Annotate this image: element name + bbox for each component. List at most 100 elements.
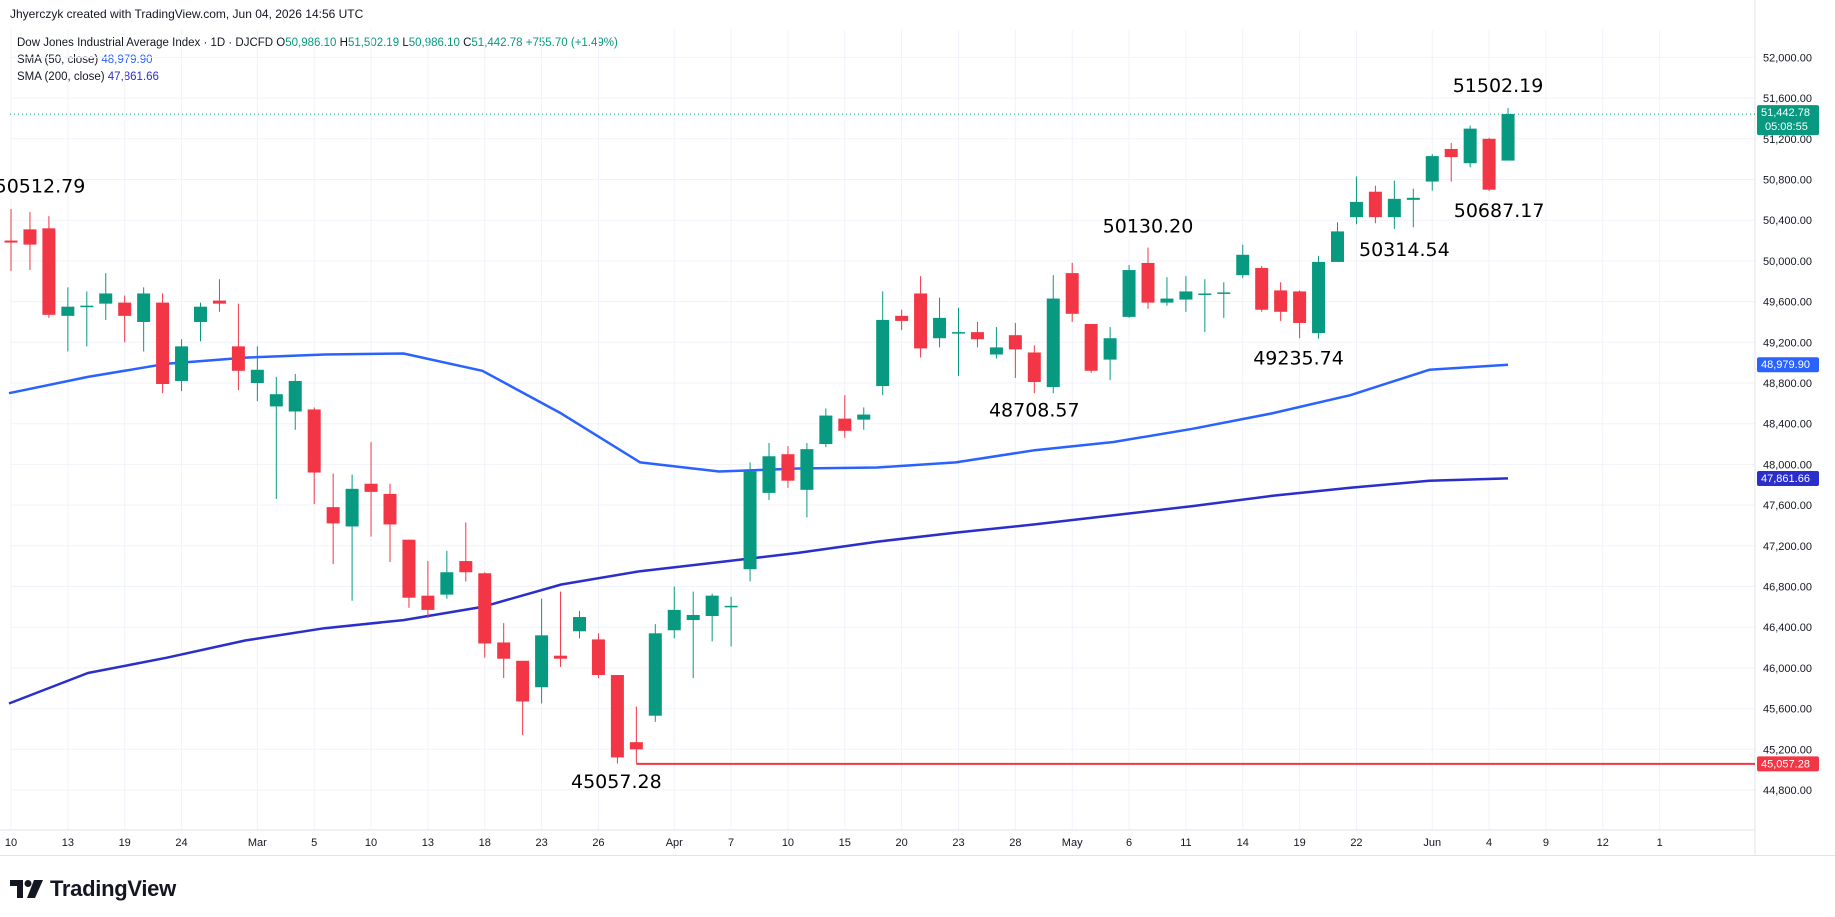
chart-grid — [0, 0, 1756, 855]
candle-body — [1444, 148, 1458, 158]
time-tick-label: 18 — [479, 837, 491, 849]
candle-body — [80, 305, 94, 308]
candle-body — [383, 493, 397, 525]
candle — [212, 279, 226, 312]
candle — [1349, 176, 1363, 225]
price-tick-label: 52,000.00 — [1763, 52, 1812, 64]
price-annotation: 45057.28 — [571, 771, 662, 793]
candle-body — [1463, 128, 1477, 164]
candle — [345, 474, 359, 601]
candle — [686, 591, 700, 679]
candle-body — [194, 306, 207, 322]
sma200-value: 47,861.66 — [107, 71, 159, 83]
candle — [326, 473, 340, 565]
tradingview-logo-icon — [10, 880, 43, 898]
chart-credit: Jhyerczyk created with TradingView.com, … — [10, 7, 364, 21]
candle-body — [573, 617, 586, 632]
candle — [800, 443, 814, 518]
price-tick-label: 50,000.00 — [1763, 256, 1812, 268]
candle — [1198, 279, 1212, 333]
price-tag-bg — [1757, 105, 1819, 136]
sma200-legend-row[interactable]: SMA (200, close) 47,861.66 — [17, 69, 618, 86]
candle — [1444, 142, 1458, 182]
time-tick-label: Mar — [248, 837, 267, 849]
time-tick-label: 1 — [1657, 837, 1663, 849]
change-value: +755.70 (+1.49%) — [525, 37, 618, 49]
candle — [1103, 327, 1117, 380]
candle-body — [175, 346, 189, 381]
candle-body — [23, 229, 37, 245]
price-tick-label: 50,400.00 — [1763, 215, 1812, 227]
candle-body — [1027, 352, 1041, 382]
candle-body — [497, 642, 511, 659]
price-annotation: 48708.57 — [989, 399, 1080, 421]
time-tick-label: 19 — [119, 837, 131, 849]
candle-body — [250, 369, 264, 383]
candle — [724, 596, 738, 647]
time-tick-label: 19 — [1293, 837, 1305, 849]
candle-body — [516, 660, 530, 702]
candle — [1293, 290, 1307, 339]
close-label: C — [463, 37, 472, 49]
candles-group — [4, 108, 1515, 764]
candle-body — [1331, 231, 1344, 262]
candle-body — [478, 573, 492, 644]
candle-body — [800, 449, 814, 490]
candle-body — [440, 572, 454, 595]
candle-body — [1482, 138, 1496, 190]
candle — [364, 442, 378, 537]
candle-body — [610, 675, 624, 758]
candle-body — [345, 488, 359, 527]
candle — [1368, 185, 1382, 224]
candle-body — [1084, 323, 1098, 371]
candle — [80, 291, 94, 347]
price-tick-label: 46,400.00 — [1763, 622, 1812, 634]
candle — [554, 591, 568, 667]
candle — [1274, 282, 1288, 321]
price-tag-countdown: 05:08:55 — [1765, 121, 1808, 133]
candle-body — [989, 347, 1003, 355]
candle-body — [686, 614, 700, 621]
candle-body — [61, 306, 75, 316]
sma50-line-group — [8, 352, 1509, 473]
candle-body — [1122, 270, 1136, 317]
candle — [610, 675, 624, 764]
candle-body — [1349, 201, 1363, 218]
candle — [648, 624, 662, 722]
price-chart[interactable]: 50512.79 45057.28 48708.57 50130.20 49235.74… — [0, 0, 1835, 855]
candle-body — [1501, 114, 1515, 161]
candle-body — [1236, 254, 1250, 276]
time-tick-label: 22 — [1350, 837, 1362, 849]
price-tick-label: 46,800.00 — [1763, 582, 1812, 594]
candle — [402, 539, 416, 608]
price-tag-label: 51,442.78 — [1761, 107, 1810, 119]
price-tag-bg — [1757, 357, 1819, 373]
candle — [781, 446, 795, 488]
time-tick-label: 10 — [365, 837, 377, 849]
candle-body — [1103, 338, 1117, 360]
candle-body — [421, 595, 435, 610]
candle — [497, 623, 511, 679]
price-tick-label: 47,200.00 — [1763, 541, 1812, 553]
candle — [1217, 282, 1231, 318]
time-tick-label: 6 — [1126, 837, 1132, 849]
candle-body — [743, 471, 757, 570]
candle-body — [402, 539, 416, 598]
price-tick-label: 51,600.00 — [1763, 93, 1812, 105]
price-tag-label: 45,057.28 — [1761, 758, 1810, 770]
price-tick-label: 51,200.00 — [1763, 134, 1812, 146]
candle-body — [1141, 262, 1155, 303]
candle — [1027, 345, 1041, 394]
candle-body — [970, 332, 984, 340]
price-tick-label: 49,600.00 — [1763, 297, 1812, 309]
price-annotation: 51502.19 — [1453, 75, 1544, 97]
time-axis[interactable]: 10 13 19 24 Mar 5 10 13 18 23 26 Apr 7 10 15 20 23 28 May 6… — [5, 837, 1663, 849]
candle-body — [4, 240, 18, 243]
candle-body — [364, 483, 378, 492]
symbol-title[interactable]: Dow Jones Industrial Average Index · 1D … — [17, 37, 274, 49]
tradingview-brand[interactable]: TradingView — [10, 876, 176, 902]
candle — [156, 293, 170, 394]
candle — [895, 309, 909, 331]
price-axis[interactable]: 44,800.00 45,200.00 45,600.00 46,000.00 46,4… — [1763, 52, 1812, 797]
candle-body — [137, 293, 151, 322]
